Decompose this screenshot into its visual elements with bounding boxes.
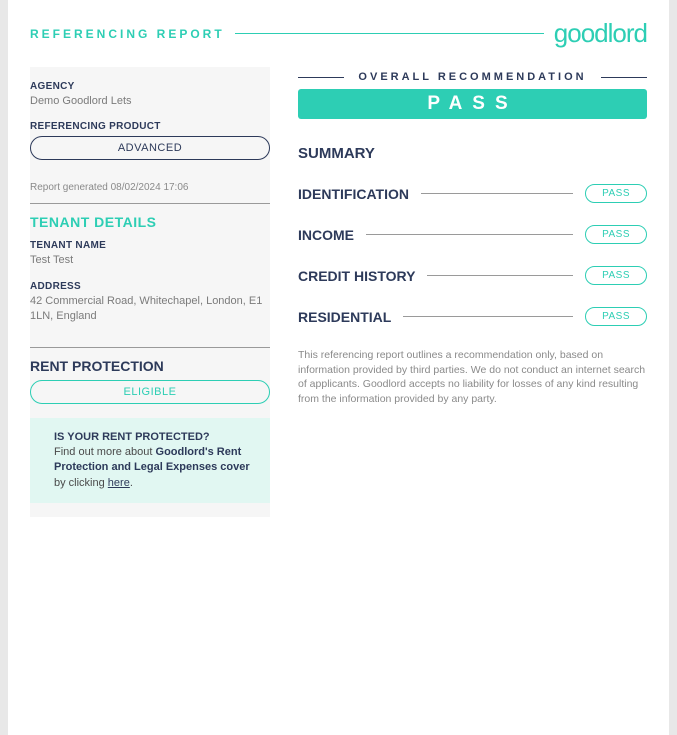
overall-result-bar: PASS — [298, 89, 647, 119]
left-panel: AGENCY Demo Goodlord Lets REFERENCING PR… — [30, 67, 270, 517]
divider — [30, 347, 270, 348]
summary-row: RESIDENTIAL PASS — [298, 307, 647, 326]
eligible-pill: ELIGIBLE — [30, 380, 270, 404]
rent-protection-title: RENT PROTECTION — [30, 358, 270, 374]
summary-row-label: CREDIT HISTORY — [298, 268, 415, 284]
brand-logo: goodlord — [554, 18, 647, 49]
status-badge: PASS — [585, 184, 647, 203]
generated-note: Report generated 08/02/2024 17:06 — [30, 182, 270, 193]
info-box: IS YOUR RENT PROTECTED? Find out more ab… — [30, 418, 270, 504]
address-value: 42 Commercial Road, Whitechapel, London,… — [30, 294, 270, 325]
right-panel: OVERALL RECOMMENDATION PASS SUMMARY IDEN… — [298, 67, 647, 517]
summary-row-rule — [427, 275, 573, 276]
overall-title: OVERALL RECOMMENDATION — [358, 71, 586, 83]
summary-row: INCOME PASS — [298, 225, 647, 244]
tenant-section-title: TENANT DETAILS — [30, 214, 270, 230]
header-rule — [235, 33, 544, 34]
tenant-name-label: TENANT NAME — [30, 240, 270, 251]
summary-row: CREDIT HISTORY PASS — [298, 266, 647, 285]
status-badge: PASS — [585, 266, 647, 285]
product-label: REFERENCING PRODUCT — [30, 121, 270, 132]
agency-label: AGENCY — [30, 81, 270, 92]
status-badge: PASS — [585, 225, 647, 244]
overall-rule-left — [298, 77, 344, 78]
info-link[interactable]: here — [108, 477, 130, 489]
tenant-name-value: Test Test — [30, 253, 270, 268]
address-label: ADDRESS — [30, 281, 270, 292]
divider — [30, 203, 270, 204]
header-title: REFERENCING REPORT — [30, 27, 225, 41]
status-badge: PASS — [585, 307, 647, 326]
info-tail: . — [130, 477, 133, 489]
summary-row-label: RESIDENTIAL — [298, 309, 391, 325]
summary-row-label: INCOME — [298, 227, 354, 243]
agency-value: Demo Goodlord Lets — [30, 94, 270, 109]
page: REFERENCING REPORT goodlord AGENCY Demo … — [8, 0, 669, 735]
overall-rule-right — [601, 77, 647, 78]
summary-row-rule — [421, 193, 573, 194]
content: AGENCY Demo Goodlord Lets REFERENCING PR… — [30, 67, 647, 517]
summary-rows: IDENTIFICATIONPASSINCOMEPASSCREDIT HISTO… — [298, 184, 647, 326]
info-text-2: by clicking — [54, 477, 108, 489]
summary-row-rule — [403, 316, 573, 317]
overall-header: OVERALL RECOMMENDATION — [298, 71, 647, 83]
info-text-1: Find out more about — [54, 446, 156, 458]
summary-row-label: IDENTIFICATION — [298, 186, 409, 202]
info-question: IS YOUR RENT PROTECTED? — [54, 431, 210, 443]
summary-row: IDENTIFICATION PASS — [298, 184, 647, 203]
product-pill: ADVANCED — [30, 136, 270, 160]
disclaimer: This referencing report outlines a recom… — [298, 348, 647, 407]
summary-title: SUMMARY — [298, 145, 647, 162]
page-header: REFERENCING REPORT goodlord — [30, 18, 647, 49]
summary-row-rule — [366, 234, 573, 235]
